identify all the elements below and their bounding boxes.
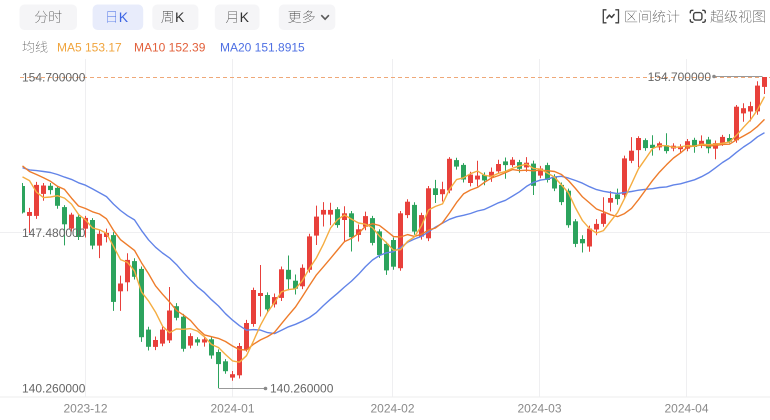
svg-text:140.260000: 140.260000 — [270, 381, 334, 395]
svg-text:K: K — [119, 9, 129, 25]
svg-text:K: K — [175, 9, 185, 25]
svg-text:MA10 152.39: MA10 152.39 — [134, 40, 206, 54]
svg-text:147.480000: 147.480000 — [22, 226, 86, 240]
svg-text:2024-04: 2024-04 — [664, 402, 708, 416]
svg-text:2023-12: 2023-12 — [63, 402, 107, 416]
svg-text:2024-02: 2024-02 — [370, 402, 414, 416]
svg-text:140.260000: 140.260000 — [22, 381, 86, 395]
svg-text:MA5 153.17: MA5 153.17 — [57, 40, 122, 54]
svg-text:154.700000: 154.700000 — [648, 70, 712, 84]
svg-text:K: K — [240, 9, 250, 25]
svg-text:2024-01: 2024-01 — [210, 402, 254, 416]
svg-text:154.700000: 154.700000 — [22, 70, 86, 84]
svg-text:2024-03: 2024-03 — [517, 402, 561, 416]
svg-text:MA20 151.8915: MA20 151.8915 — [220, 40, 305, 54]
